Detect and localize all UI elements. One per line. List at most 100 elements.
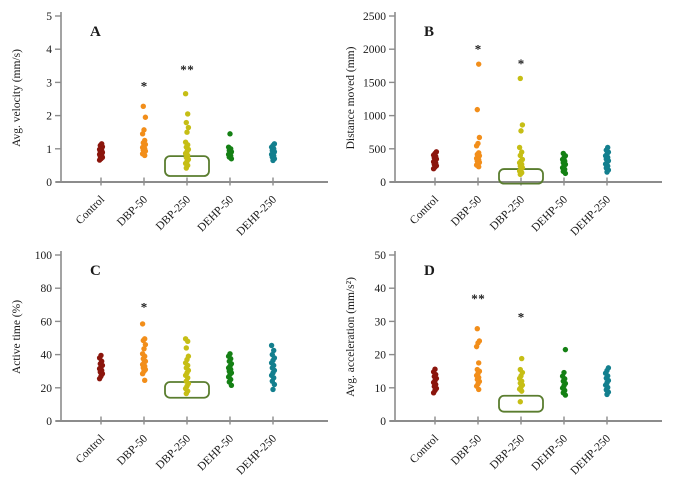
x-category-label: DBP-250	[154, 193, 193, 232]
y-tick-label: 60	[41, 316, 53, 328]
significance-asterisk: *	[141, 299, 148, 314]
data-point	[268, 342, 275, 349]
data-point	[519, 149, 525, 155]
y-tick-label: 500	[369, 144, 387, 156]
data-point	[139, 321, 146, 327]
y-tick-label: 10	[375, 383, 387, 395]
y-tick-label: 2	[46, 111, 52, 123]
data-point	[518, 128, 524, 134]
data-point	[432, 366, 438, 372]
y-tick-label: 50	[375, 250, 387, 262]
x-category-label: DBP-50	[449, 193, 484, 228]
panel-letter: C	[90, 263, 101, 279]
y-tick-label: 80	[41, 283, 53, 295]
y-tick-label: 4	[46, 44, 52, 56]
x-category-label: DEHP-250	[568, 432, 613, 477]
significance-asterisk: *	[180, 62, 187, 77]
significance-asterisk: *	[518, 56, 525, 71]
data-point	[225, 144, 232, 150]
data-point	[475, 140, 481, 147]
data-point	[605, 144, 611, 151]
x-category-label: DBP-50	[449, 432, 484, 467]
data-point	[141, 127, 147, 133]
panel-d: 0 10 20 30 40 50 Avg. acceleration (mm/s²) D Con…	[340, 243, 672, 478]
data-point	[517, 366, 523, 373]
data-point	[476, 150, 482, 156]
y-tick-label: 30	[375, 316, 387, 328]
data-point	[560, 150, 566, 157]
data-point	[184, 129, 190, 135]
data-point	[185, 111, 191, 117]
x-category-label: DEHP-250	[234, 432, 279, 477]
data-point	[561, 369, 567, 376]
y-tick-label: 20	[41, 383, 53, 395]
data-point	[183, 119, 189, 126]
y-tick-label: 2000	[363, 44, 386, 56]
data-point	[517, 75, 523, 82]
data-point	[605, 365, 612, 371]
data-point	[519, 355, 525, 362]
data-point	[142, 336, 148, 342]
data-point	[141, 346, 147, 352]
data-point	[271, 141, 278, 147]
data-point	[182, 90, 189, 97]
data-point	[476, 338, 483, 344]
x-category-label: Control	[74, 433, 107, 466]
data-point	[142, 114, 149, 120]
panel-d-plot: 0 10 20 30 40 50 Avg. acceleration (mm/s²) D Con…	[345, 250, 662, 477]
panel-letter: B	[424, 24, 434, 40]
significance-asterisk: *	[478, 291, 485, 306]
y-axis-title: Avg. velocity (mm/s)	[11, 49, 23, 147]
data-point	[474, 366, 480, 373]
panel-b-plot: 0 500 1000 1500 2000 2500 Distance moved (mm) B…	[345, 11, 662, 238]
x-category-label: DEHP-50	[196, 193, 237, 234]
panel-a-plot: 0 1 2 3 4 5 Avg. velocity (mm/s) A Control DBP-50…	[11, 11, 328, 238]
data-point	[270, 386, 276, 393]
significance-asterisk: *	[518, 309, 525, 324]
data-point	[142, 341, 149, 348]
panel-letter: A	[90, 24, 101, 40]
y-tick-label: 5	[46, 11, 52, 23]
x-category-label: DEHP-50	[530, 432, 571, 473]
y-tick-label: 0	[46, 416, 52, 428]
x-category-label: DEHP-50	[196, 432, 237, 473]
y-axis-title: Distance moved (mm)	[345, 46, 357, 149]
x-category-label: DBP-250	[488, 193, 527, 232]
y-tick-label: 0	[46, 177, 52, 189]
y-tick-label: 40	[375, 283, 387, 295]
data-point	[269, 351, 275, 358]
x-category-label: DBP-250	[154, 432, 193, 471]
y-axis-title: Avg. acceleration (mm/s²)	[345, 277, 357, 397]
data-point	[476, 61, 482, 67]
significance-asterisk: *	[475, 42, 482, 57]
panel-c: 0 20 40 60 80 100 Active time (%) C Control DBP-5…	[6, 243, 338, 478]
y-tick-label: 0	[380, 416, 386, 428]
data-point	[516, 144, 523, 151]
y-axis-title: Active time (%)	[11, 300, 23, 374]
y-tick-label: 1	[46, 144, 52, 156]
data-point	[227, 131, 233, 137]
data-point	[142, 137, 148, 144]
data-point	[271, 347, 277, 354]
data-point	[98, 352, 104, 359]
y-tick-label: 20	[375, 350, 387, 362]
x-category-label: DEHP-250	[234, 193, 279, 238]
y-tick-label: 1000	[363, 111, 386, 123]
y-tick-label: 1500	[363, 77, 386, 89]
significance-asterisk: *	[141, 79, 148, 94]
data-point	[476, 360, 482, 366]
data-point	[227, 351, 233, 357]
data-point	[474, 326, 480, 332]
data-point	[519, 156, 526, 163]
data-point	[183, 345, 189, 351]
significance-asterisk: *	[187, 62, 194, 77]
data-point	[517, 399, 523, 405]
x-category-label: Control	[74, 194, 107, 227]
y-tick-label: 2500	[363, 11, 386, 23]
y-tick-label: 40	[41, 350, 53, 362]
data-point	[433, 149, 440, 155]
x-category-label: DBP-50	[115, 193, 150, 228]
data-point	[562, 346, 569, 353]
data-point	[99, 141, 105, 147]
